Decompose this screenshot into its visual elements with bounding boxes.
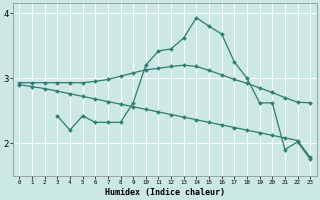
X-axis label: Humidex (Indice chaleur): Humidex (Indice chaleur): [105, 188, 225, 197]
